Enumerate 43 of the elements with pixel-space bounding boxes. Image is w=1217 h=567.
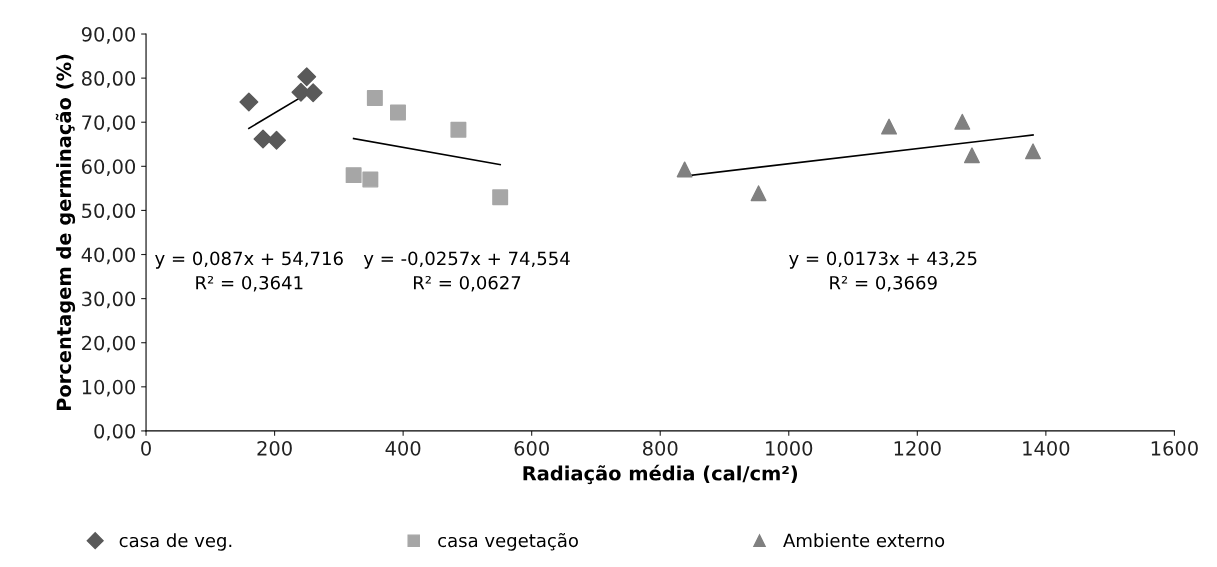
y-tick-label: 0,00 (94, 423, 136, 441)
x-tick-label: 800 (642, 440, 678, 456)
legend-label: casa vegetação (438, 532, 578, 551)
point (881, 118, 898, 135)
x-tick-label: 1400 (1023, 440, 1070, 456)
point (750, 185, 767, 202)
annotation: y = -0,0257x + 74,554 R² = 0,0627 (363, 251, 570, 292)
y-tick-label: 90,00 (81, 26, 136, 44)
point (676, 161, 693, 178)
y-tick-label: 30,00 (82, 291, 136, 309)
y-tick-label: 40,00 (81, 247, 136, 265)
point (303, 83, 323, 103)
y-axis-title: Porcentagem de germinação (%) (55, 54, 76, 411)
y-tick-label: 70,00 (82, 115, 136, 132)
x-tick-label: 0 (141, 440, 151, 456)
annotation: y = 0,087x + 54,716 R² = 0,3641 (155, 251, 343, 292)
point (954, 113, 971, 130)
y-tick-label: 20,00 (82, 335, 136, 353)
y-tick-label: 80,00 (81, 71, 136, 88)
point (366, 89, 383, 106)
point (345, 167, 362, 184)
point (492, 189, 509, 206)
point (362, 171, 379, 188)
y-tick-label: 10,00 (82, 379, 136, 397)
x-tick-label: 1200 (894, 440, 941, 456)
point (267, 130, 286, 150)
x-tick-label: 200 (257, 440, 292, 456)
x-tick-label: 1600 (1151, 440, 1198, 456)
annotation: y = 0,0173x + 43,25 R² = 0,3669 (789, 251, 977, 292)
x-tick-label: 1000 (766, 440, 813, 456)
point (390, 104, 406, 121)
y-tick-label: 50,00 (82, 203, 136, 221)
point (450, 121, 467, 138)
x-tick-label: 600 (514, 440, 549, 456)
legend-label: Ambiente externo (783, 533, 945, 548)
point (1025, 143, 1041, 160)
point (963, 147, 980, 164)
y-tick-label: 60,00 (82, 159, 136, 176)
point (297, 67, 317, 87)
x-tick-label: 400 (385, 440, 421, 456)
x-axis-title: Radiação média (cal/cm²) (523, 464, 798, 485)
legend-label: casa de veg. (119, 533, 232, 551)
point (239, 92, 259, 112)
